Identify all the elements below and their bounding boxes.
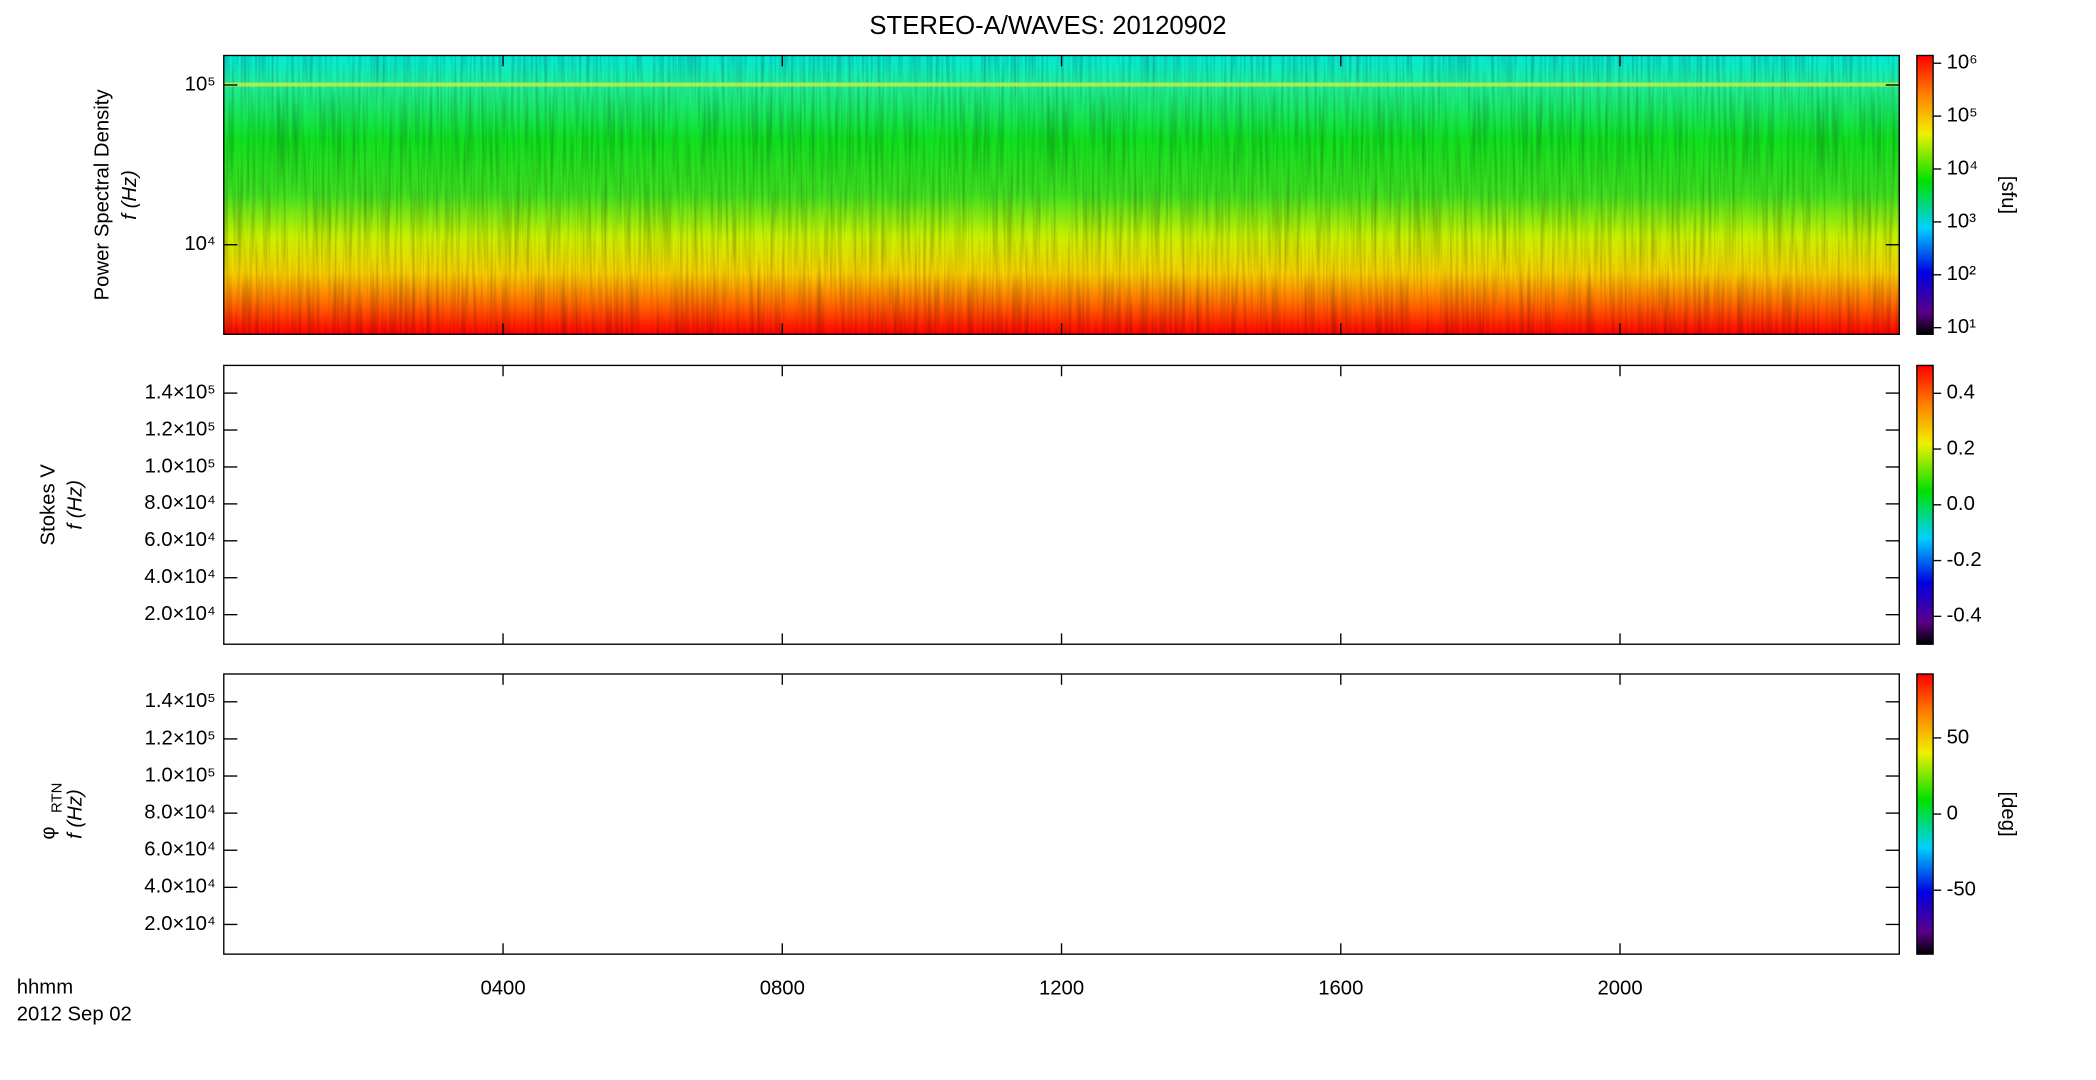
plot-frame — [223, 364, 1900, 645]
y-tick-label: 10⁴ — [184, 233, 215, 255]
y-tick-label: 8.0×10⁴ — [144, 492, 215, 514]
y-axis-label: φ — [38, 826, 60, 839]
colorbar-label: [deg] — [1997, 791, 2019, 836]
y-tick-label: 8.0×10⁴ — [144, 801, 215, 823]
colorbar-tick-label: 10⁴ — [1947, 157, 1978, 179]
spectrogram-texture — [223, 55, 1900, 335]
y-axis-label-sub: RTN — [49, 783, 65, 813]
y-tick-label: 10⁵ — [185, 73, 216, 95]
y-tick-label: 4.0×10⁴ — [144, 566, 215, 588]
colorbar-tick-label: 50 — [1947, 726, 1970, 748]
chart-title: STEREO-A/WAVES: 20120902 — [869, 12, 1226, 40]
colorbar-tick-label: 10² — [1947, 263, 1977, 285]
colorbar-tick-label: 10³ — [1947, 210, 1977, 232]
colorbar — [1916, 364, 1934, 645]
colorbar-tick-label: -0.2 — [1947, 549, 1982, 571]
colorbar-tick-label: 0.4 — [1947, 382, 1975, 404]
y-axis-label: Stokes V — [38, 464, 60, 546]
y-tick-label: 1.0×10⁵ — [145, 455, 216, 477]
y-tick-label: 6.0×10⁴ — [144, 529, 215, 551]
colorbar — [1916, 673, 1934, 955]
colorbar-tick-label: 10⁵ — [1947, 104, 1978, 126]
x-axis-date: 2012 Sep 02 — [17, 1003, 132, 1025]
x-tick-label: 0400 — [480, 978, 525, 1000]
colorbar-tick-label: -0.4 — [1947, 605, 1982, 627]
y-tick-label: 6.0×10⁴ — [144, 839, 215, 861]
colorbar-tick-label: 0.2 — [1947, 437, 1975, 459]
x-tick-label: 2000 — [1597, 978, 1642, 1000]
x-tick-label: 1200 — [1039, 978, 1084, 1000]
colorbar-tick-label: -50 — [1947, 879, 1976, 901]
colorbar-tick-label: 0.0 — [1947, 493, 1975, 515]
x-tick-label: 1600 — [1318, 978, 1363, 1000]
y-tick-label: 1.2×10⁵ — [145, 727, 216, 749]
y-tick-label: 1.0×10⁵ — [145, 764, 216, 786]
plot-frame — [223, 673, 1900, 955]
y-tick-label: 1.4×10⁵ — [145, 381, 216, 403]
y-axis-label: f (Hz) — [65, 480, 87, 530]
colorbar-tick-label: 10¹ — [1947, 316, 1977, 338]
y-tick-label: 4.0×10⁴ — [144, 876, 215, 898]
y-tick-label: 2.0×10⁴ — [144, 913, 215, 935]
spectrogram-line — [223, 82, 1900, 87]
colorbar-label: [sfu] — [1997, 176, 2019, 214]
y-tick-label: 1.2×10⁵ — [145, 418, 216, 440]
y-tick-label: 2.0×10⁴ — [144, 603, 215, 625]
x-tick-label: 0800 — [760, 978, 805, 1000]
y-axis-label: f (Hz) — [65, 789, 87, 839]
colorbar — [1916, 54, 1934, 335]
colorbar-tick-label: 0 — [1947, 802, 1958, 824]
colorbar-tick-label: 10⁶ — [1947, 52, 1978, 74]
y-tick-label: 1.4×10⁵ — [145, 690, 216, 712]
y-axis-label: f (Hz) — [119, 170, 141, 220]
x-axis-label: hhmm — [17, 976, 73, 998]
y-axis-label: Power Spectral Density — [92, 89, 114, 301]
